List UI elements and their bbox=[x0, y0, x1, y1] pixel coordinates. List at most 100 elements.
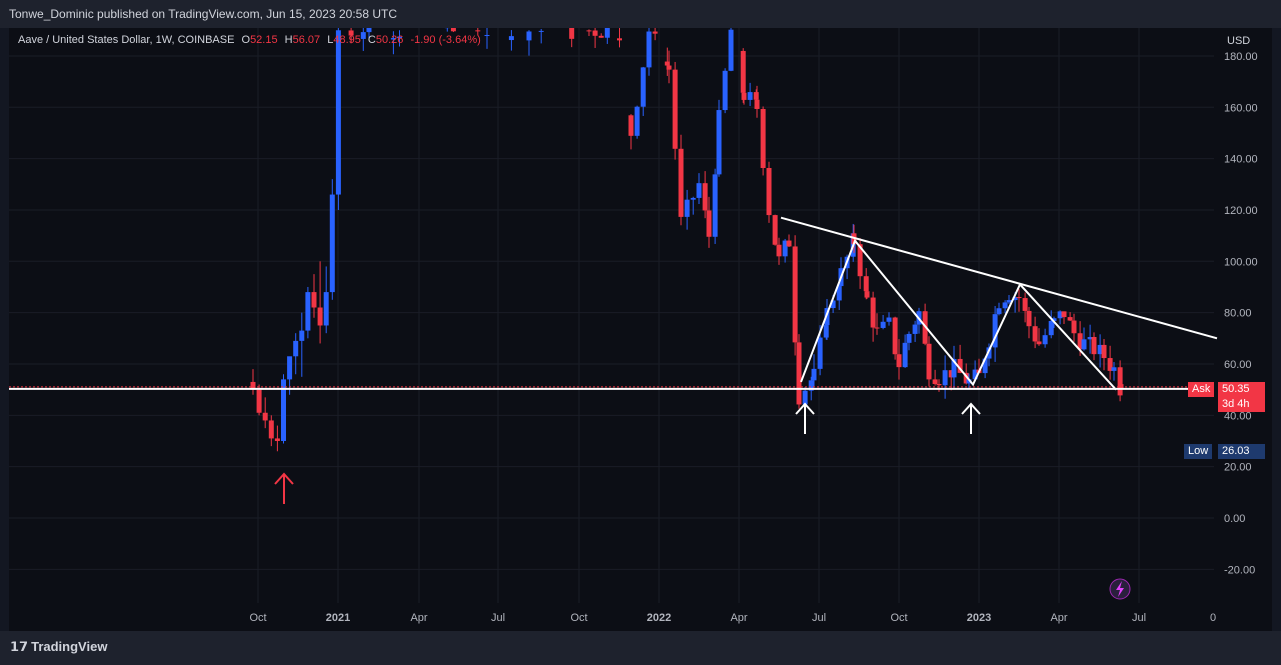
candle-body bbox=[992, 314, 998, 348]
candle-body bbox=[569, 28, 575, 39]
candle-body bbox=[1036, 341, 1042, 345]
candle-body bbox=[323, 292, 329, 326]
candle-body bbox=[598, 35, 604, 38]
candle-body bbox=[1002, 302, 1008, 309]
candle-body bbox=[996, 308, 1002, 315]
candle-body bbox=[747, 92, 753, 100]
candle-body bbox=[335, 30, 341, 195]
low-label: L bbox=[327, 34, 334, 46]
candle-body bbox=[966, 379, 972, 384]
candle-body bbox=[274, 438, 280, 441]
candle-body bbox=[936, 384, 942, 386]
candle-body bbox=[592, 30, 598, 36]
time-tick-label: Oct bbox=[570, 612, 587, 624]
candle-body bbox=[390, 38, 396, 40]
candle-body bbox=[817, 337, 823, 369]
candle-body bbox=[1016, 297, 1022, 299]
tradingview-logo[interactable]: 𝟭𝟳 TradingView bbox=[10, 639, 107, 655]
time-axis[interactable]: Oct 2021 Apr Jul Oct 2022 Apr Jul Oct 2023 Apr Jul 0 bbox=[249, 612, 1216, 624]
arrow-head bbox=[274, 472, 294, 485]
chart-area[interactable]: USD 180.00 160.00 140.00 120.00 100.00 80.00 60… bbox=[9, 28, 1272, 631]
candle-body bbox=[874, 327, 880, 329]
candle-body bbox=[772, 215, 778, 245]
price-axis[interactable]: USD 180.00 160.00 140.00 120.00 100.00 80.00 60… bbox=[1224, 35, 1258, 576]
candle-body bbox=[740, 50, 746, 93]
candle-body bbox=[802, 390, 808, 405]
candle-body bbox=[963, 372, 969, 384]
low-label: Low bbox=[1184, 444, 1213, 459]
candle-body bbox=[696, 183, 702, 198]
time-tick-label: Jul bbox=[812, 612, 826, 624]
candle-body bbox=[857, 244, 863, 277]
time-tick-label: 2021 bbox=[326, 612, 350, 624]
change-value: -1.90 (-3.64%) bbox=[410, 34, 481, 46]
candle-body bbox=[1071, 320, 1077, 334]
candle-body bbox=[268, 420, 274, 439]
grid bbox=[9, 28, 1214, 603]
symbol-legend: Aave / United States Dollar, 1W, COINBAS… bbox=[18, 34, 481, 46]
candles bbox=[250, 28, 1124, 452]
candle-body bbox=[957, 358, 963, 373]
candle-body bbox=[450, 28, 456, 32]
zigzag-pattern bbox=[800, 238, 1117, 391]
close-value: 50.26 bbox=[375, 34, 404, 46]
candle-body bbox=[311, 292, 317, 308]
candle-body bbox=[766, 167, 772, 216]
candle-body bbox=[1032, 326, 1038, 342]
candle-body bbox=[896, 354, 902, 368]
arrow-head bbox=[961, 402, 981, 415]
tradingview-logo-icon: 𝟭𝟳 bbox=[10, 639, 29, 654]
candle-body bbox=[716, 110, 722, 175]
price-tick-label: 80.00 bbox=[1224, 308, 1252, 320]
candle-body bbox=[863, 276, 869, 292]
candle-body bbox=[1048, 320, 1054, 336]
candle-body bbox=[712, 174, 718, 237]
candle-body bbox=[986, 347, 992, 359]
candle-body bbox=[1012, 297, 1018, 301]
candle-body bbox=[760, 108, 766, 168]
price-chart[interactable]: USD 180.00 160.00 140.00 120.00 100.00 80.00 60… bbox=[9, 28, 1272, 631]
candle-body bbox=[538, 30, 544, 32]
candle-body bbox=[836, 286, 842, 301]
price-tick-label: 20.00 bbox=[1224, 462, 1252, 474]
candle-body bbox=[287, 356, 293, 380]
candle-body bbox=[776, 244, 782, 257]
drawings[interactable] bbox=[9, 216, 1218, 504]
candle-body bbox=[262, 412, 268, 421]
candle-body bbox=[604, 28, 610, 38]
candle-body bbox=[360, 32, 366, 39]
candle-body bbox=[1077, 333, 1083, 350]
candle-body bbox=[880, 321, 886, 328]
candle-body bbox=[690, 197, 696, 200]
candle-body bbox=[886, 317, 892, 322]
low-value: 26.03 bbox=[1218, 444, 1265, 459]
candle-body bbox=[1006, 300, 1012, 303]
candle-body bbox=[906, 333, 912, 343]
candle-body bbox=[892, 317, 898, 355]
candle-body bbox=[397, 36, 402, 39]
price-tick-label: 100.00 bbox=[1224, 256, 1258, 268]
candle-body bbox=[1111, 367, 1117, 371]
lightning-icon[interactable] bbox=[1109, 578, 1131, 600]
candle-body bbox=[652, 31, 658, 34]
candle-body bbox=[1091, 337, 1097, 355]
candle-body bbox=[722, 70, 728, 111]
candle-body bbox=[1087, 337, 1093, 340]
low-value: 48.95 bbox=[333, 34, 361, 46]
candle-body bbox=[808, 380, 814, 391]
price-tick-label: 160.00 bbox=[1224, 102, 1258, 114]
candle-body bbox=[646, 31, 652, 68]
candle-body bbox=[666, 65, 672, 70]
candle-body bbox=[628, 115, 634, 136]
candle-body bbox=[912, 324, 918, 334]
candle-body bbox=[617, 38, 622, 41]
time-tick-label: Jul bbox=[1132, 612, 1146, 624]
candle-body bbox=[1061, 311, 1067, 318]
time-tick-label: 2023 bbox=[967, 612, 991, 624]
candle-body bbox=[1081, 339, 1087, 350]
candle-body bbox=[1117, 367, 1123, 396]
price-tick-label: 0.00 bbox=[1224, 513, 1245, 525]
candle-body bbox=[796, 342, 802, 405]
candle-body bbox=[664, 61, 670, 66]
time-tick-label: Oct bbox=[249, 612, 266, 624]
